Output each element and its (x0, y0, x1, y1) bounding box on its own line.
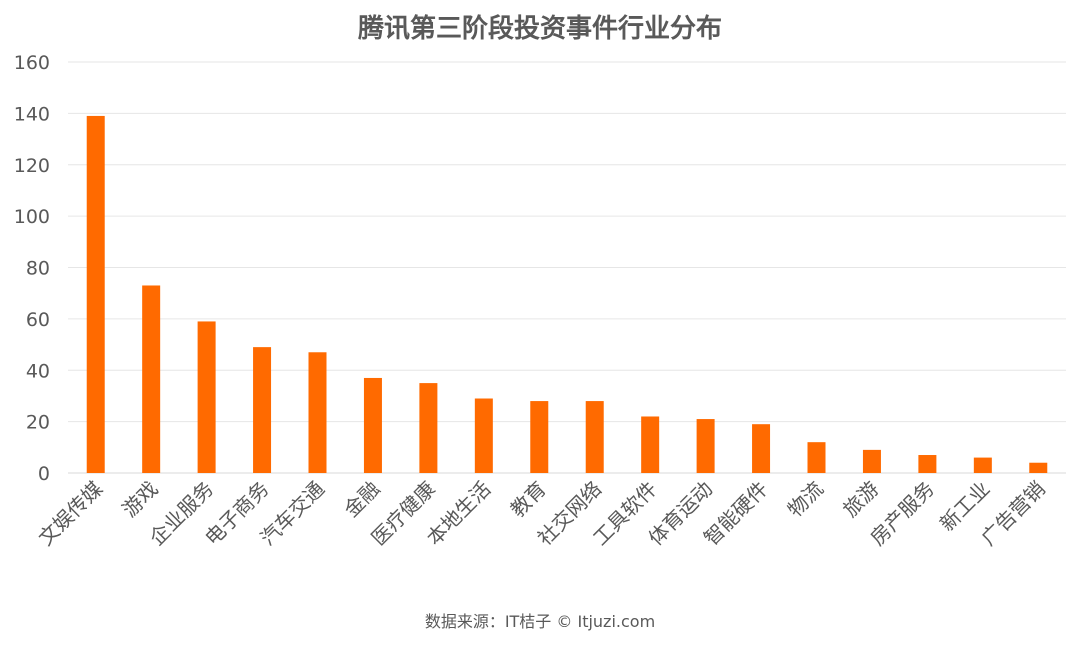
y-tick-label: 100 (14, 206, 50, 228)
bar (807, 442, 826, 473)
y-tick-label: 60 (26, 309, 50, 331)
bar (641, 416, 660, 473)
bar (474, 398, 493, 473)
bar (142, 285, 161, 473)
bar (530, 401, 549, 473)
x-tick-label: 物流 (783, 477, 828, 522)
bar (308, 352, 327, 473)
bar (696, 419, 715, 473)
y-tick-label: 140 (14, 103, 50, 125)
bar (585, 401, 604, 473)
y-tick-label: 80 (26, 258, 50, 280)
bar (363, 377, 382, 473)
data-source-note: 数据来源：IT桔子 © Itjuzi.com (424, 612, 656, 631)
bar (973, 457, 992, 473)
bar (918, 455, 937, 473)
y-tick-label: 120 (14, 155, 50, 177)
x-tick-label: 游戏 (117, 477, 162, 522)
chart-title: 腾讯第三阶段投资事件行业分布 (357, 14, 722, 44)
bar (752, 424, 771, 473)
bar (197, 321, 216, 473)
x-tick-label: 文娱传媒 (34, 477, 108, 551)
y-tick-label: 20 (26, 412, 50, 434)
x-tick-label: 金融 (339, 477, 384, 522)
bar (1029, 462, 1048, 473)
y-tick-label: 0 (38, 463, 50, 485)
bar (862, 449, 881, 473)
x-tick-label: 旅游 (838, 477, 883, 522)
y-tick-label: 40 (26, 360, 50, 382)
y-tick-label: 160 (14, 52, 50, 74)
bar (419, 383, 438, 473)
x-tick-label: 教育 (506, 477, 551, 522)
bar (86, 115, 105, 473)
bar (253, 347, 272, 473)
